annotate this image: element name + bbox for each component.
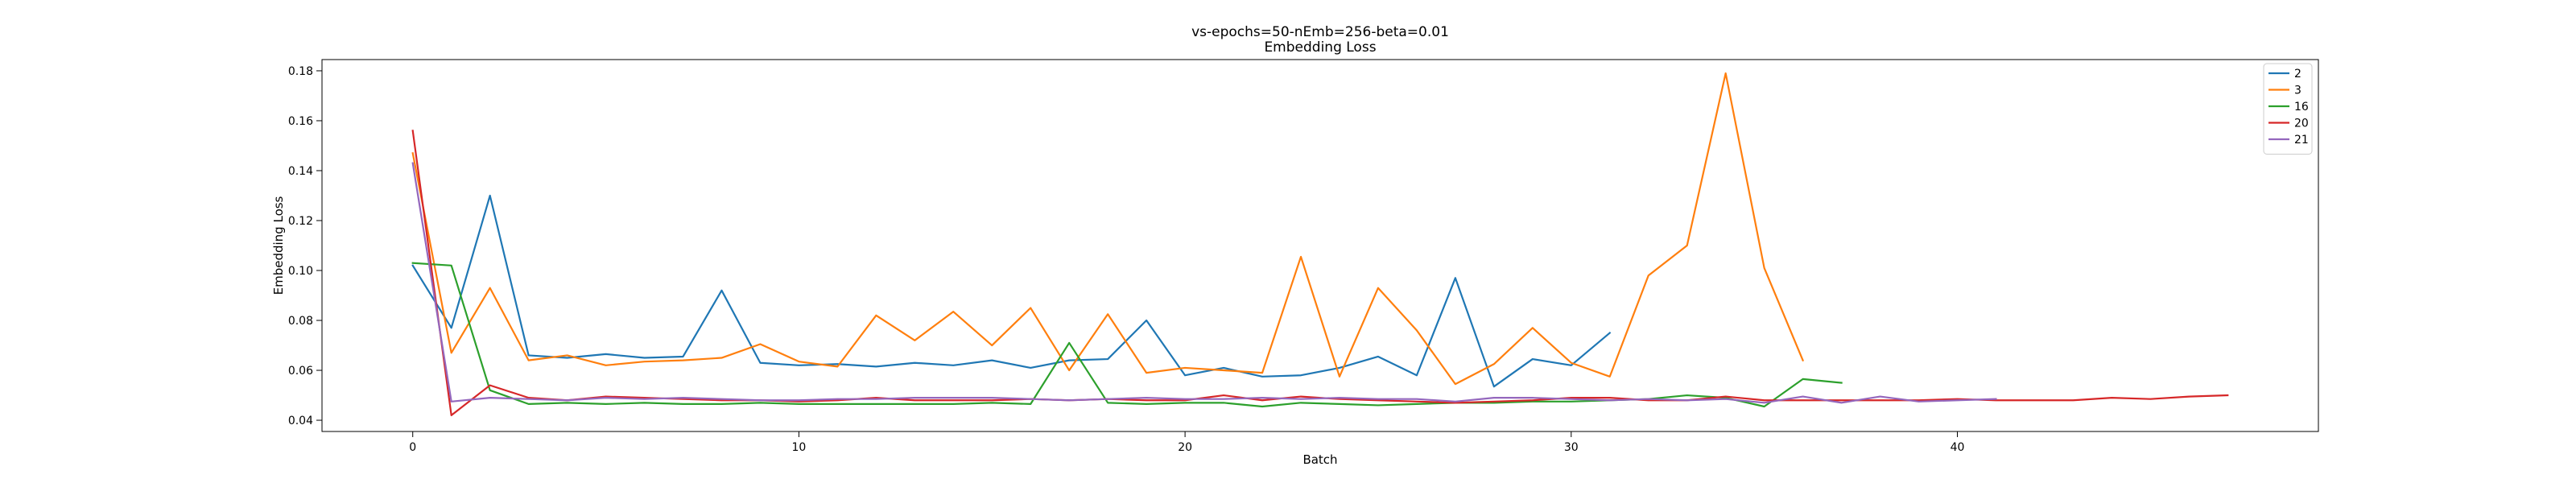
- legend-label-3: 3: [2294, 85, 2301, 97]
- series-line-3: [411, 72, 1805, 386]
- plot-frame: [321, 59, 2319, 432]
- x-tick-label: 0: [409, 441, 416, 454]
- y-axis-ticks: 0.04 0.06 0.08 0.10 0.12 0.14 0.16 0.18: [288, 65, 322, 427]
- y-tick-label: 0.16: [288, 115, 313, 128]
- y-tick-label: 0.18: [288, 65, 313, 78]
- y-tick-label: 0.10: [288, 265, 313, 278]
- x-axis-ticks: 0 10 20 30 40: [409, 431, 1964, 454]
- y-tick-label: 0.04: [288, 415, 313, 427]
- legend-label-2: 2: [2294, 68, 2301, 80]
- legend: 2 3 16 20 21: [2263, 63, 2313, 155]
- x-tick-label: 10: [792, 441, 807, 454]
- y-tick-label: 0.12: [288, 215, 313, 228]
- legend-label-16: 16: [2294, 101, 2309, 114]
- chart-subtitle: Embedding Loss: [1264, 39, 1376, 56]
- y-tick-label: 0.08: [288, 315, 313, 328]
- x-tick-label: 30: [1564, 441, 1579, 454]
- x-axis-label: Batch: [1302, 452, 1337, 467]
- y-tick-label: 0.14: [288, 165, 313, 178]
- y-axis-label: Embedding Loss: [271, 196, 286, 295]
- chart-title: vs-epochs=50-nEmb=256-beta=0.01: [1191, 24, 1449, 40]
- legend-label-20: 20: [2294, 118, 2309, 130]
- series-line-21: [411, 162, 1997, 404]
- y-tick-label: 0.06: [288, 365, 313, 378]
- x-tick-label: 40: [1951, 441, 1965, 454]
- legend-box: [2263, 63, 2313, 155]
- legend-label-21: 21: [2294, 134, 2309, 147]
- series-line-2: [411, 194, 1612, 388]
- plot-lines: [411, 72, 2229, 416]
- x-tick-label: 20: [1178, 441, 1192, 454]
